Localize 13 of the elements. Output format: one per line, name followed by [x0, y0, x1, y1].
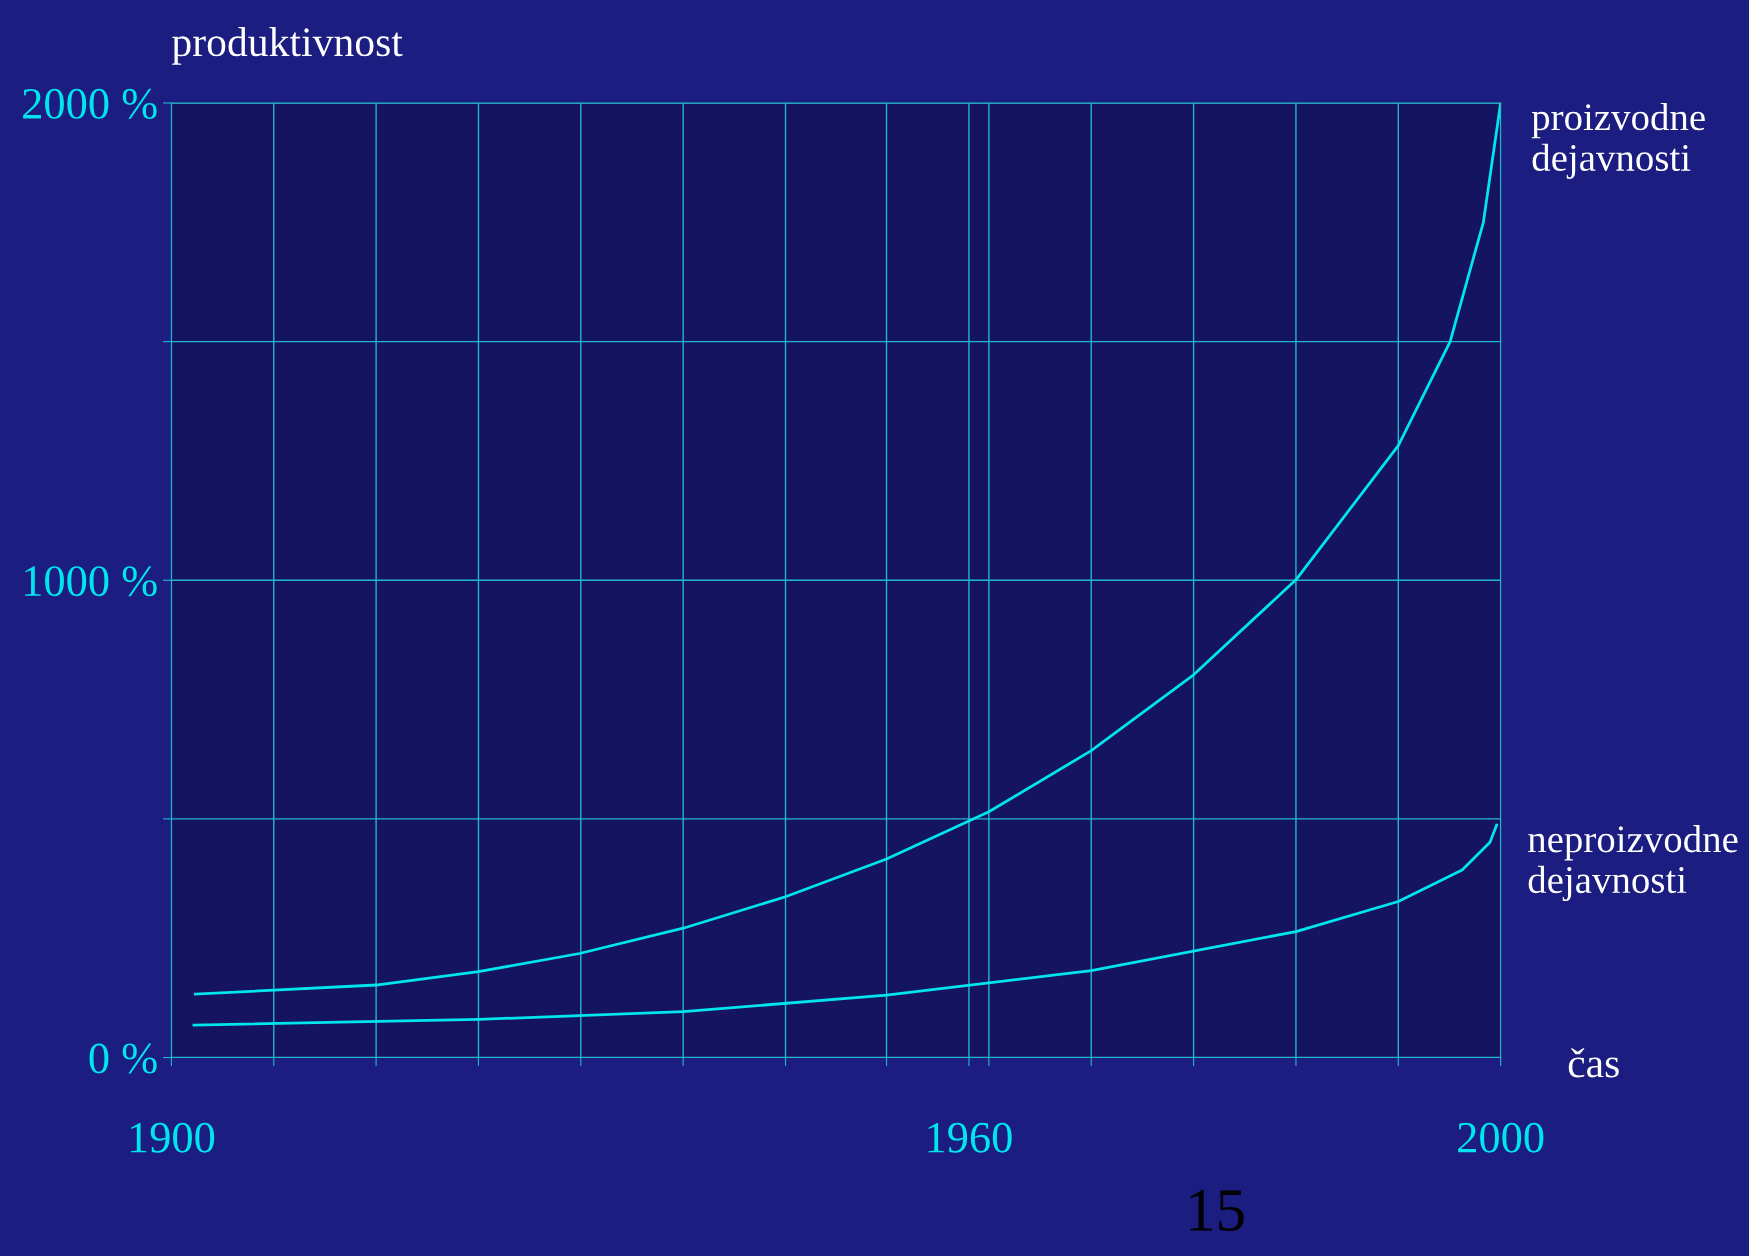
series-label: neproizvodne dejavnosti — [1528, 825, 1738, 902]
x-axis-title: čas — [1568, 1048, 1619, 1078]
text: 15 — [1190, 1190, 1244, 1232]
x-tick-label: 1900 — [130, 1122, 215, 1153]
x-tick-label: 2000 — [1458, 1122, 1544, 1153]
series-label: proizvodne dejavnosti — [1531, 102, 1705, 179]
y-tick-label: 1000 % — [25, 566, 157, 597]
line-series — [193, 102, 1501, 996]
line-series — [192, 823, 1499, 1027]
y-tick-label: 2000 % — [23, 88, 157, 119]
y-axis-title: produktivnost — [172, 27, 403, 65]
x-tick-label: 1960 — [928, 1122, 1012, 1153]
y-tick-label: 0 % — [89, 1043, 157, 1074]
